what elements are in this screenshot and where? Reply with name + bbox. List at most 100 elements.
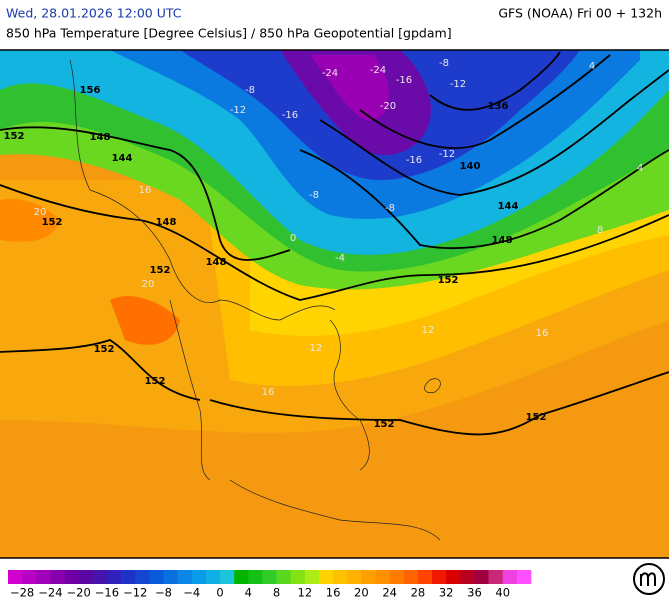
legend-swatch — [50, 570, 65, 584]
temperature-label: -12 — [450, 79, 466, 90]
temperature-label: -16 — [282, 110, 298, 121]
legend-swatch — [135, 570, 150, 584]
legend-swatch — [205, 570, 221, 584]
legend-swatch — [304, 570, 320, 584]
temperature-label: 20 — [34, 207, 47, 218]
temperature-labels: -24 -24-20-16-16-12-8-16-12-8-8-404481212… — [34, 58, 644, 398]
legend-label: 32 — [439, 586, 454, 600]
legend-swatch — [432, 570, 447, 584]
legend-label: −20 — [67, 586, 91, 600]
geopotential-label: 152 — [150, 265, 171, 276]
legend-label: 20 — [354, 586, 369, 600]
geopotential-label: 148 — [90, 132, 111, 143]
geopotential-label: 144 — [112, 153, 133, 164]
legend-swatch — [248, 570, 263, 584]
map-title: 850 hPa Temperature [Degree Celsius] / 8… — [6, 26, 452, 41]
contour — [0, 126, 291, 261]
legend-swatch — [220, 570, 235, 584]
geopotential-label: 152 — [42, 217, 63, 228]
geopotential-label: 152 — [94, 344, 115, 355]
legend-swatch — [262, 570, 277, 584]
legend-swatch — [361, 570, 376, 584]
legend-swatch — [149, 570, 164, 584]
legend-swatch — [290, 570, 306, 584]
legend-swatch — [333, 570, 348, 584]
temperature-label: -16 — [396, 75, 412, 86]
geopotential-label: 152 — [145, 376, 166, 387]
legend-swatch — [446, 570, 461, 584]
legend-label: 12 — [298, 586, 313, 600]
geopotential-label: 144 — [498, 201, 519, 212]
legend-swatch — [347, 570, 362, 584]
legend-swatch — [22, 570, 37, 584]
temperature-label: 4 — [637, 163, 643, 174]
geopotential-label: 156 — [80, 85, 101, 96]
temperature-label: -8 — [385, 203, 395, 214]
legend-label: 4 — [245, 586, 252, 600]
legend-swatch — [488, 570, 504, 584]
contour — [429, 51, 561, 111]
legend-label: −12 — [123, 586, 147, 600]
legend-label: −28 — [10, 586, 34, 600]
contour — [209, 371, 669, 436]
contour — [0, 184, 669, 301]
coastlines — [69, 59, 441, 541]
temperature-label: -16 — [406, 155, 422, 166]
temperature-label: 16 — [536, 328, 549, 339]
temperature-label: -20 — [380, 101, 396, 112]
legend-label: −24 — [38, 586, 62, 600]
legend-label: 16 — [326, 586, 341, 600]
temperature-label: 0 — [290, 233, 296, 244]
logo — [633, 563, 665, 595]
legend-label: −16 — [95, 586, 119, 600]
legend-label: 0 — [216, 586, 223, 600]
warm-spot — [0, 198, 60, 242]
legend-label: 36 — [467, 586, 482, 600]
geopotential-contours — [0, 51, 669, 436]
temperature-label: -8 — [309, 190, 319, 201]
legend-swatch — [36, 570, 51, 584]
logo-mark — [640, 572, 656, 586]
temperature-label: 16 — [262, 387, 275, 398]
temperature-label: -8 — [439, 58, 449, 69]
legend-label: 40 — [495, 586, 510, 600]
legend-swatch — [375, 570, 390, 584]
legend-swatch — [64, 570, 79, 584]
geopotential-label: 140 — [460, 161, 481, 172]
color-legend: −28 −24 −20 −16 −12 −8 −4 0 4 8 12 16 20 24 28 32 36 40 — [8, 570, 532, 600]
legend-swatch — [106, 570, 122, 584]
contour — [319, 69, 669, 196]
legend-swatch — [78, 570, 94, 584]
contour — [359, 54, 611, 149]
geopotential-label: 148 — [492, 235, 513, 246]
legend-swatch — [502, 570, 518, 584]
legend-swatch — [318, 570, 334, 584]
temperature-label: -4 — [335, 253, 345, 264]
legend-swatch — [276, 570, 292, 584]
geopotential-label: 148 — [206, 257, 227, 268]
temperature-label: -24 — [370, 65, 386, 76]
temperature-label: 12 — [310, 343, 323, 354]
temperature-label: 4 — [589, 61, 595, 72]
legend-swatch — [121, 570, 136, 584]
coastline — [69, 59, 336, 321]
legend-swatch — [389, 570, 405, 584]
temperature-label: 8 — [597, 225, 603, 236]
geopotential-label: 136 — [488, 101, 509, 112]
coastline — [169, 299, 211, 481]
legend-swatch — [234, 570, 249, 584]
legend-swatch — [417, 570, 433, 584]
temperature-label: -12 — [230, 105, 246, 116]
coastline — [329, 319, 370, 471]
legend-label: −4 — [183, 586, 200, 600]
temperature-label: 20 — [142, 279, 155, 290]
geopotential-label: 152 — [438, 275, 459, 286]
legend-label: −8 — [155, 586, 172, 600]
legend-swatch — [191, 570, 207, 584]
legend-swatch — [460, 570, 475, 584]
temperature-label: -24 — [322, 68, 338, 79]
temperature-label: -12 — [439, 149, 455, 160]
legend-swatch — [177, 570, 193, 584]
